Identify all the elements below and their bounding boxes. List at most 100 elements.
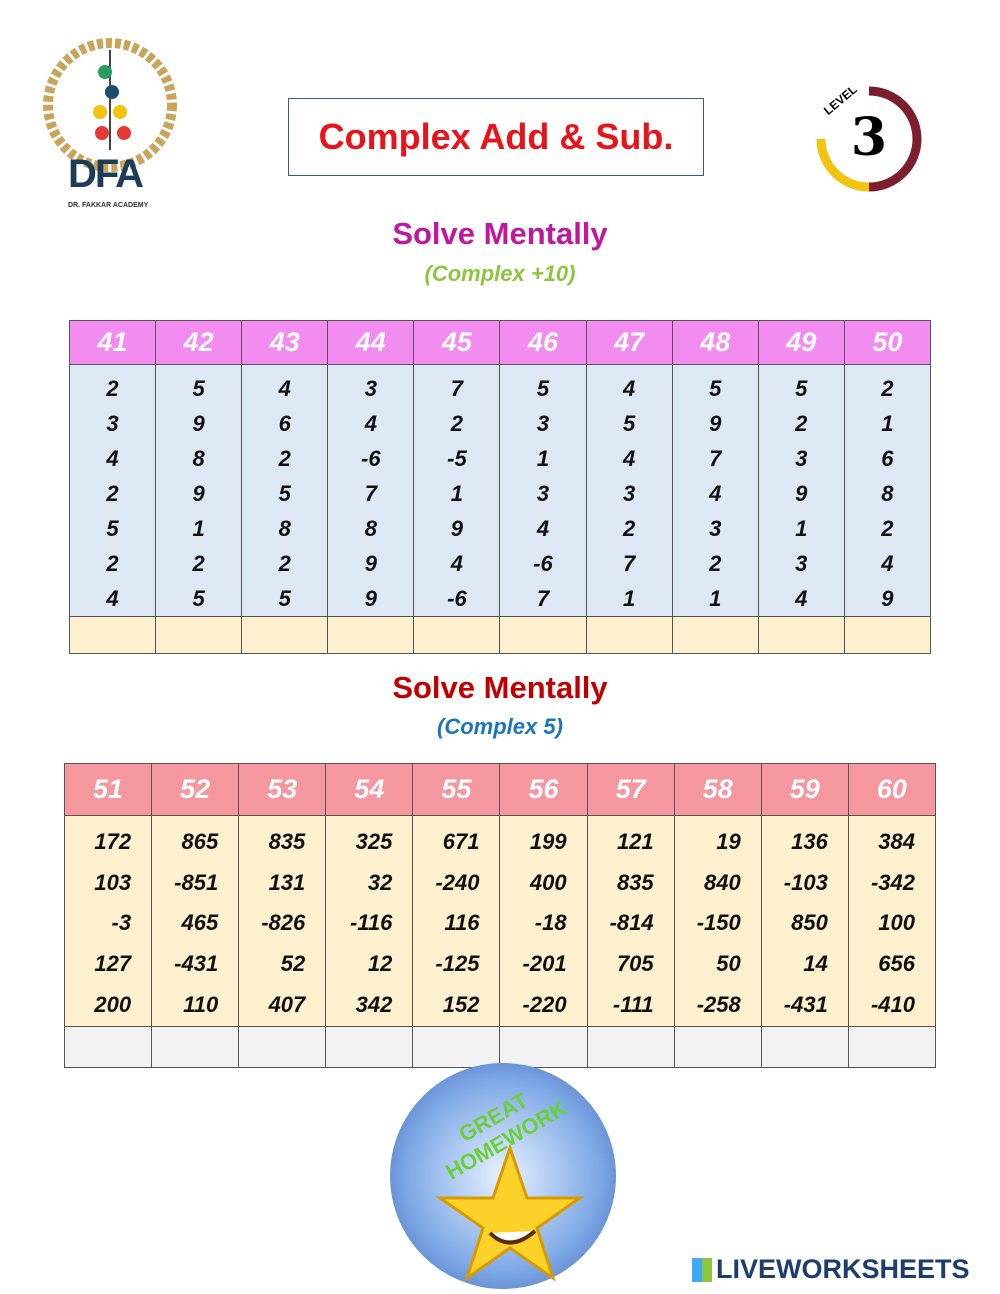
number: 5 xyxy=(106,516,119,541)
number: -150 xyxy=(696,910,741,936)
answer-cell[interactable] xyxy=(241,616,329,654)
problem-number: 56 xyxy=(499,763,588,816)
problem-numbers: 671 -240 116 -125 152 xyxy=(412,815,501,1027)
number: 116 xyxy=(444,910,480,936)
problem-numbers: 5 3 1 3 4 -6 7 xyxy=(499,364,587,617)
great-homework-badge: GREAT HOMEWORK xyxy=(390,1063,616,1289)
problem-numbers: 199 400 -18 -201 -220 xyxy=(499,815,588,1027)
answer-cell[interactable] xyxy=(63,1025,153,1068)
number: 9 xyxy=(192,411,205,436)
answer-cell[interactable] xyxy=(68,616,157,654)
number: 152 xyxy=(442,991,480,1017)
answer-cell[interactable] xyxy=(412,1025,501,1068)
abacus-brain-icon xyxy=(43,38,177,172)
number: -220 xyxy=(522,991,567,1017)
problem-number: 42 xyxy=(155,320,243,365)
star-thumbs-up-icon xyxy=(435,1143,585,1282)
answer-cell[interactable] xyxy=(325,1025,414,1068)
number: 12 xyxy=(367,951,393,977)
number: -826 xyxy=(261,910,306,936)
problem-numbers: 121 835 -814 705 -111 xyxy=(586,815,675,1027)
problem-numbers: 384 -342 100 656 -410 xyxy=(847,815,937,1027)
logo-text: DFA xyxy=(68,152,144,196)
number: 1 xyxy=(450,481,464,506)
answer-cell[interactable] xyxy=(586,1025,675,1068)
problem-numbers: 5 9 8 9 1 2 5 xyxy=(155,364,243,617)
number: 407 xyxy=(268,991,306,1017)
number: 9 xyxy=(364,551,377,576)
number: 1 xyxy=(192,516,205,541)
number: 32 xyxy=(367,869,393,895)
number: 4 xyxy=(106,586,119,611)
number: 110 xyxy=(183,991,219,1017)
problem-number: 50 xyxy=(843,320,932,365)
number: 131 xyxy=(268,869,306,895)
number: 465 xyxy=(181,910,219,936)
number: 705 xyxy=(616,951,654,977)
answer-cell[interactable] xyxy=(499,1025,588,1068)
problem-number: 44 xyxy=(327,320,415,365)
number: 384 xyxy=(878,829,915,854)
problem-number: 57 xyxy=(586,763,675,816)
answer-cell[interactable] xyxy=(760,1025,849,1068)
problem-number: 41 xyxy=(68,320,157,365)
number: 7 xyxy=(709,446,722,471)
number: 6 xyxy=(278,411,291,436)
answer-cell[interactable] xyxy=(847,1025,937,1068)
number: -18 xyxy=(534,910,567,936)
problem-numbers: 325 32 -116 12 342 xyxy=(325,815,414,1027)
section2-subheading: (Complex 5) xyxy=(437,714,563,739)
answer-row xyxy=(68,616,932,654)
liveworksheets-icon xyxy=(692,1257,712,1282)
section1-subheading: (Complex +10) xyxy=(424,261,576,286)
number: 1 xyxy=(881,411,894,436)
number: -431 xyxy=(174,951,219,977)
number: -3 xyxy=(111,910,132,936)
answer-cell[interactable] xyxy=(499,616,587,654)
answer-cell[interactable] xyxy=(151,1025,240,1068)
problem-number: 46 xyxy=(499,320,587,365)
number: 4 xyxy=(795,586,808,611)
number: 342 xyxy=(355,991,393,1017)
problem-number: 43 xyxy=(241,320,329,365)
answer-cell[interactable] xyxy=(585,616,673,654)
level-badge: LEVEL 3 xyxy=(815,82,923,193)
problem-number: 45 xyxy=(413,320,501,365)
number: 865 xyxy=(181,829,219,854)
number: 4 xyxy=(622,446,636,471)
number: 2 xyxy=(450,411,464,436)
number: 9 xyxy=(364,586,377,611)
number: -410 xyxy=(870,991,915,1017)
number: 5 xyxy=(622,411,636,436)
answer-cell[interactable] xyxy=(843,616,932,654)
number: 2 xyxy=(106,481,119,506)
number: -125 xyxy=(435,951,480,977)
answer-cell[interactable] xyxy=(155,616,243,654)
answer-cell[interactable] xyxy=(413,616,501,654)
problem-numbers: 835 131 -826 52 407 xyxy=(238,815,327,1027)
worksheet-title: Complex Add & Sub. xyxy=(288,98,704,176)
number: 50 xyxy=(716,951,741,977)
number: 7 xyxy=(622,551,636,576)
number: 1 xyxy=(795,516,808,541)
answer-cell[interactable] xyxy=(671,616,759,654)
answer-row xyxy=(63,1025,937,1068)
number: 840 xyxy=(704,869,741,895)
number: 2 xyxy=(795,411,808,436)
number: 850 xyxy=(791,910,828,936)
number: 136 xyxy=(791,829,828,854)
answer-cell[interactable] xyxy=(757,616,845,654)
number: 4 xyxy=(450,551,464,576)
complex-plus10-table: 41 42 43 44 45 46 47 48 49 50 2 3 4 2 5 2 4 5 9 8 9 1 2 5 4 6 2 5 8 2… xyxy=(68,320,932,654)
problem-number: 49 xyxy=(757,320,845,365)
number: 1 xyxy=(622,586,636,611)
problem-numbers: 865 -851 465 -431 110 xyxy=(151,815,240,1027)
number: 5 xyxy=(192,586,205,611)
answer-cell[interactable] xyxy=(673,1025,762,1068)
answer-cell[interactable] xyxy=(327,616,415,654)
answer-cell[interactable] xyxy=(238,1025,327,1068)
number: 656 xyxy=(878,951,915,977)
problem-numbers: 3 4 -6 7 8 9 9 xyxy=(327,364,415,617)
problem-number: 47 xyxy=(585,320,673,365)
number: -111 xyxy=(612,991,654,1017)
